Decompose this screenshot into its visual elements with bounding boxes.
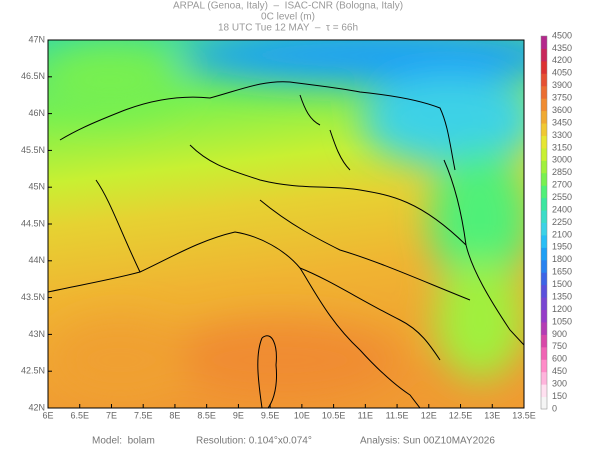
colorbar-label: 3750 (552, 93, 572, 103)
colorbar-label: 3900 (552, 80, 572, 90)
lon-label: 8E (169, 410, 180, 420)
colorbar-label: 3600 (552, 105, 572, 115)
lat-label: 44.5N (21, 218, 45, 228)
colorbar-label: 750 (552, 341, 567, 351)
lon-label: 11E (358, 410, 373, 420)
lat-label: 42.5N (21, 366, 45, 376)
colorbar-band (541, 371, 547, 385)
colorbar-label: 900 (552, 329, 567, 339)
colorbar-label: 1800 (552, 254, 572, 264)
lon-label: 8.5E (197, 410, 216, 420)
lat-label: 43N (28, 329, 45, 339)
colorbar-label: 4500 (552, 30, 572, 40)
lat-label: 45.5N (21, 145, 45, 155)
colorbar-label: 1500 (552, 279, 572, 289)
colorbar-band (541, 60, 547, 74)
footer-analysis: Analysis: Sun 00Z10MAY2026 (360, 436, 495, 447)
colorbar-label: 2850 (552, 167, 572, 177)
colorbar-label: 0 (552, 403, 557, 413)
colorbar-label: 3300 (552, 130, 572, 140)
colorbar-label: 4350 (552, 43, 572, 53)
colorbar-band (541, 73, 547, 87)
colorbar-band (541, 396, 547, 410)
colorbar-label: 450 (552, 366, 567, 376)
colorbar-band (541, 297, 547, 311)
lat-label: 47N (28, 34, 45, 44)
colorbar-label: 3000 (552, 155, 572, 165)
lon-label: 7.5E (134, 410, 153, 420)
colorbar-band (541, 123, 547, 136)
lat-label: 43.5N (21, 292, 45, 302)
colorbar-label: 2550 (552, 192, 572, 202)
lon-label: 6E (42, 410, 53, 420)
colorbar-label: 4050 (552, 68, 572, 78)
colorbar-band (541, 259, 547, 273)
lon-label: 12.5E (449, 410, 473, 420)
colorbar-label: 3150 (552, 142, 572, 152)
colorbar-band (541, 98, 547, 112)
colorbar-band (541, 247, 547, 261)
colorbar-label: 2250 (552, 217, 572, 227)
colorbar-band (541, 222, 547, 236)
lon-label: 7E (106, 410, 117, 420)
lat-label: 46.5N (21, 71, 45, 81)
colorbar-band (541, 210, 547, 223)
colorbar-label: 2100 (552, 229, 572, 239)
colorbar-label: 4200 (552, 55, 572, 65)
colorbar-band (541, 321, 547, 335)
colorbar-band (541, 172, 547, 186)
colorbar-band (541, 384, 547, 398)
lat-label: 42N (28, 402, 45, 412)
coastlines (48, 81, 524, 408)
header-line: 18 UTC Tue 12 MAY – τ = 66h (218, 23, 358, 34)
lon-label: 6.5E (70, 410, 89, 420)
colorbar-label: 1200 (552, 304, 572, 314)
colorbar-band (541, 346, 547, 360)
colorbar-band (541, 185, 547, 199)
lon-label: 13E (484, 410, 500, 420)
colorbar-label: 3450 (552, 117, 572, 127)
colorbar-band (541, 48, 547, 62)
lat-label: 45N (28, 182, 45, 192)
lon-label: 10.5E (322, 410, 346, 420)
colorbar-band (541, 36, 547, 49)
colorbar-band (541, 135, 547, 149)
lon-label: 10E (294, 410, 310, 420)
colorbar-band (541, 85, 547, 99)
colorbar-label: 2700 (552, 180, 572, 190)
lon-label: 12E (421, 410, 437, 420)
colorbar-band (541, 309, 547, 323)
colorbar-label: 1350 (552, 291, 572, 301)
colorbar-band (541, 334, 547, 348)
colorbar-band (541, 197, 547, 211)
colorbar-band (541, 147, 547, 161)
lon-label: 13.5E (512, 410, 536, 420)
colorbar-band (541, 272, 547, 286)
lat-label: 46N (28, 108, 45, 118)
header-line: 0C level (m) (261, 12, 315, 23)
colorbar-frame (540, 35, 548, 410)
colorbar-label: 150 (552, 391, 567, 401)
colorbar-label: 1950 (552, 242, 572, 252)
colorbar-band (541, 284, 547, 298)
footer-model: Model: bolam (92, 436, 155, 447)
field (48, 40, 524, 408)
colorbar-label: 1050 (552, 316, 572, 326)
colorbar-label: 2400 (552, 204, 572, 214)
footer-resolution: Resolution: 0.104°x0.074° (196, 436, 312, 447)
colorbar-label: 600 (552, 354, 567, 364)
colorbar-label: 300 (552, 379, 567, 389)
colorbar-label: 1650 (552, 267, 572, 277)
lat-label: 44N (28, 255, 45, 265)
colorbar-band (541, 234, 547, 248)
lon-label: 9E (233, 410, 244, 420)
header-line: ARPAL (Genoa, Italy) – ISAC-CNR (Bologna… (173, 1, 403, 12)
lon-label: 11.5E (386, 410, 409, 420)
colorbar-band (541, 160, 547, 174)
lon-label: 9.5E (261, 410, 280, 420)
colorbar-band (541, 359, 547, 373)
colorbar-band (541, 110, 547, 124)
